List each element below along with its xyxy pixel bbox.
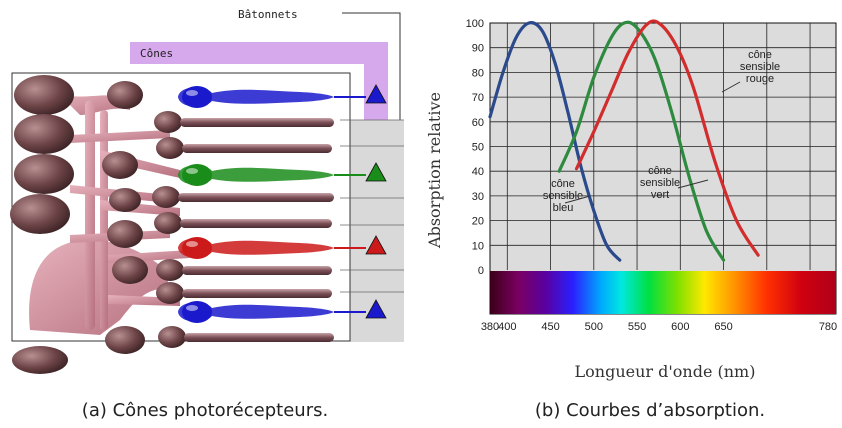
plot-area: [489, 22, 837, 315]
x-tick-label: 600: [671, 321, 689, 333]
cone-triangle: [365, 299, 387, 319]
label-leader: [564, 195, 591, 204]
label-leader: [721, 81, 741, 93]
cones-band: [130, 42, 388, 64]
y-tick-label: 100: [466, 18, 484, 30]
y-tick-label: 70: [472, 92, 484, 104]
x-tick-label: 380: [481, 321, 499, 333]
x-tick-label: 450: [541, 321, 559, 333]
cone-triangle: [365, 235, 387, 255]
curve-blue: [488, 21, 622, 262]
y-tick-label: 0: [478, 265, 484, 277]
curve-green: [557, 20, 726, 262]
caption-b: (b) Courbes d’absorption.: [535, 400, 765, 421]
y-tick-label: 30: [472, 191, 484, 203]
cones-label: Cônes: [140, 47, 173, 60]
cone-cell: [178, 162, 387, 186]
series-label: cône sensible vert: [640, 165, 680, 201]
cone-cell: [178, 84, 387, 108]
cone-triangle: [365, 162, 387, 182]
y-tick-label: 60: [472, 117, 484, 129]
y-tick-label: 90: [472, 43, 484, 55]
x-tick-label: 650: [714, 321, 732, 333]
spectrum-bar: [490, 271, 836, 314]
y-tick-label: 10: [472, 240, 484, 252]
y-tick-label: 40: [472, 166, 484, 178]
label-leader: [677, 179, 709, 189]
nuclei: [10, 75, 148, 374]
x-tick-label: 780: [819, 321, 837, 333]
series-label: cône sensible bleu: [543, 178, 583, 214]
y-axis: 0 10 20 30 40 50 60 70 80 90 100: [466, 18, 484, 277]
grid: [490, 23, 836, 270]
layer-lines: [340, 119, 404, 293]
y-tick-label: 80: [472, 67, 484, 79]
cones: [178, 84, 387, 323]
y-tick-label: 50: [472, 142, 484, 154]
rods: [152, 111, 334, 348]
y-tick-label: 20: [472, 216, 484, 228]
series: [488, 19, 760, 262]
x-tick-label: 500: [585, 321, 603, 333]
series-labels: cône sensible bleu cône sensible vert cône sens…: [543, 49, 780, 214]
y-axis-label: Absorption relative: [425, 92, 444, 249]
x-tick-label: 400: [498, 321, 516, 333]
cone-diagram: Bâtonnets Cônes: [10, 8, 404, 421]
batonnets-label: Bâtonnets: [238, 8, 298, 21]
cone-cell: [178, 235, 387, 259]
caption-a: (a) Cônes photorécepteurs.: [82, 400, 328, 421]
x-tick-label: 550: [628, 321, 646, 333]
series-label: cône sensible rouge: [740, 49, 780, 85]
cone-triangle: [365, 84, 387, 104]
cone-cell: [178, 299, 387, 323]
curve-red: [574, 19, 760, 257]
x-axis-label: Longueur d'onde (nm): [575, 362, 756, 381]
